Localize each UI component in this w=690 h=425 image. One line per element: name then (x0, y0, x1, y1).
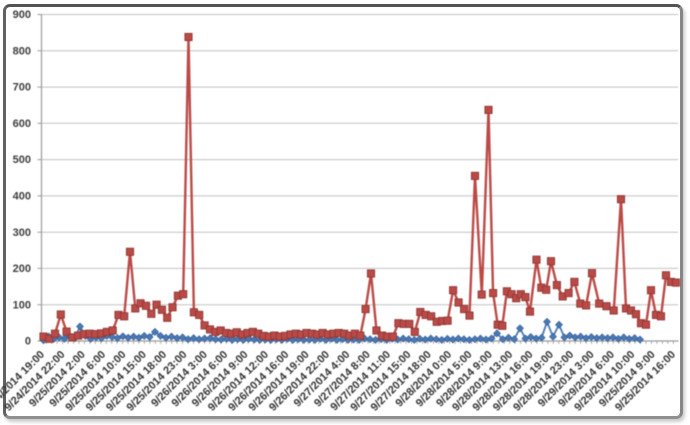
svg-text:500: 500 (13, 154, 31, 166)
svg-text:200: 200 (13, 263, 31, 275)
svg-text:800: 800 (13, 45, 31, 57)
svg-text:100: 100 (13, 299, 31, 311)
svg-text:400: 400 (13, 191, 31, 203)
svg-text:300: 300 (13, 227, 31, 239)
svg-text:600: 600 (13, 118, 31, 130)
svg-text:0: 0 (25, 336, 31, 348)
svg-text:700: 700 (13, 82, 31, 94)
svg-text:900: 900 (13, 9, 31, 21)
